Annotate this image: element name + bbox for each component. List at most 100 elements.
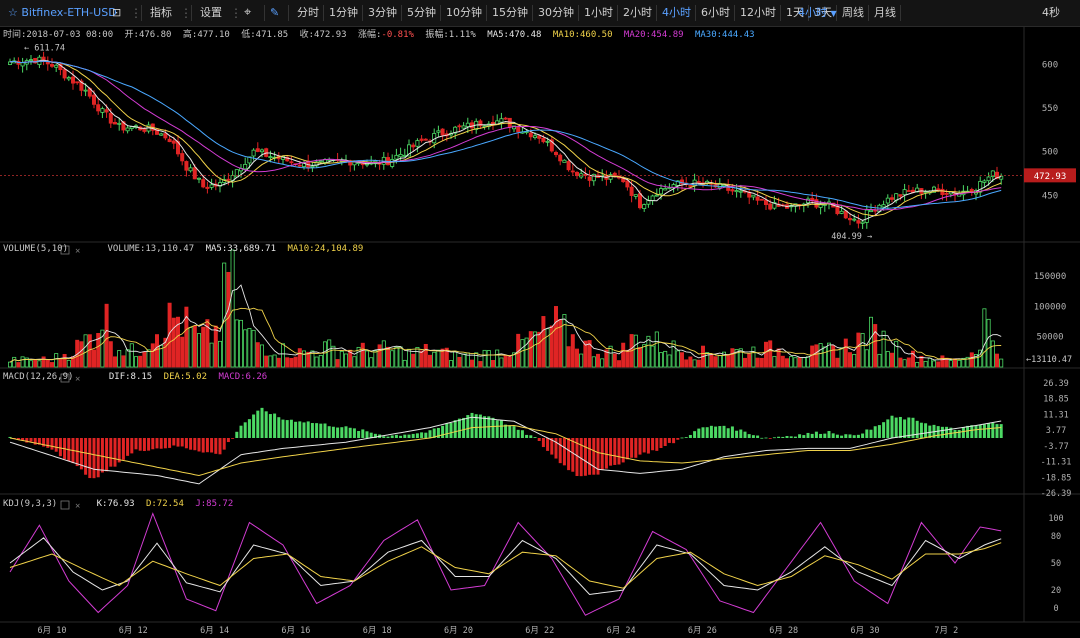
candle-body xyxy=(192,167,197,180)
candle-body xyxy=(982,180,987,183)
indicators-button[interactable]: 指标 xyxy=(150,6,172,19)
macd-bar xyxy=(205,438,209,453)
macd-bar xyxy=(751,435,755,438)
crosshair-icon[interactable]: ⌖ xyxy=(244,5,252,20)
macd-bar xyxy=(46,438,50,448)
interval-tab-7[interactable]: 1小时 xyxy=(584,6,613,19)
macd-bar xyxy=(399,435,403,438)
volume-bar xyxy=(133,356,138,368)
candle-body xyxy=(461,125,466,129)
volume-bar xyxy=(205,319,210,368)
macd-bar xyxy=(554,438,558,459)
panel-close-icon[interactable]: × xyxy=(75,247,80,257)
panel-close-icon[interactable]: × xyxy=(75,502,80,512)
interval-tab-2[interactable]: 3分钟 xyxy=(368,6,397,19)
symbol-selector[interactable]: ☆ Bitfinex-ETH-USD xyxy=(8,3,117,23)
kdj-tick-label: 20 xyxy=(1051,586,1061,596)
candle-body xyxy=(465,122,470,127)
macd-bar xyxy=(630,438,634,458)
indicators-more-icon[interactable]: ⋮ xyxy=(180,6,192,20)
volume-bar xyxy=(562,314,567,368)
volume-bar xyxy=(722,351,727,368)
macd-bar xyxy=(155,438,159,449)
volume-bar xyxy=(16,362,21,368)
interval-tab-9[interactable]: 4小时 xyxy=(662,6,691,19)
macd-bar xyxy=(945,426,949,438)
volume-bar xyxy=(570,334,575,368)
candle-body xyxy=(512,125,517,130)
volume-bar xyxy=(999,358,1004,368)
volume-bar xyxy=(154,334,159,368)
macd-bar xyxy=(100,438,104,473)
macd-bar xyxy=(453,420,457,438)
interval-tab-11[interactable]: 12小时 xyxy=(740,6,776,19)
interval-tab-13[interactable]: 3天 xyxy=(814,6,832,19)
candle-body xyxy=(688,184,693,187)
volume-bar xyxy=(801,357,806,368)
macd-bar xyxy=(709,425,713,438)
macd-bar xyxy=(113,438,117,467)
candle-body xyxy=(499,118,504,123)
more-icon[interactable]: ⋮ xyxy=(130,6,142,20)
interval-tab-15[interactable]: 月线 xyxy=(874,6,896,19)
macd-bar xyxy=(617,438,621,465)
interval-tab-3[interactable]: 5分钟 xyxy=(407,6,436,19)
volume-bar xyxy=(684,359,689,368)
volume-bar xyxy=(100,329,105,368)
volume-bar xyxy=(58,358,63,368)
macd-bar xyxy=(344,426,348,438)
chart-area[interactable]: 472.93 ← 611.74 404.99 → ←13110.47 600 550 5… xyxy=(0,27,1080,638)
volume-bar xyxy=(675,350,680,368)
volume-bar xyxy=(201,326,206,368)
interval-tab-12[interactable]: 1天 xyxy=(786,6,804,19)
panel-settings-icon[interactable] xyxy=(60,500,70,510)
macd-tick-label: -26.39 xyxy=(1041,489,1072,499)
interval-dropdown[interactable]: 4小时 ▼ xyxy=(795,3,840,23)
star-icon[interactable]: ☆ xyxy=(8,6,18,19)
candle-body xyxy=(516,126,521,133)
candle-body xyxy=(79,80,84,91)
chevron-down-icon: ▼ xyxy=(830,9,837,18)
draw-pen-icon[interactable]: ✎ xyxy=(270,6,280,19)
volume-bar xyxy=(608,345,613,368)
interval-tab-0[interactable]: 分时 xyxy=(297,6,319,19)
volume-value: VOLUME:13,110.47 xyxy=(107,244,194,254)
panel-close-icon[interactable]: × xyxy=(75,375,80,385)
volume-bar xyxy=(948,360,953,368)
interval-tab-14[interactable]: 周线 xyxy=(842,6,864,19)
interval-tab-10[interactable]: 6小时 xyxy=(701,6,730,19)
candle-body xyxy=(554,152,559,156)
macd-bar xyxy=(323,423,327,438)
panel-settings-icon[interactable] xyxy=(60,373,70,383)
macd-bar xyxy=(243,422,247,438)
macd-dea: DEA:5.02 xyxy=(164,372,207,382)
macd-bar xyxy=(877,425,881,438)
panel-settings-icon[interactable] xyxy=(60,245,70,255)
volume-bar xyxy=(625,349,630,368)
candle-body xyxy=(482,125,487,128)
volume-bar xyxy=(696,359,701,368)
macd-bar xyxy=(386,436,390,438)
interval-tab-4[interactable]: 10分钟 xyxy=(446,6,482,19)
expand-icon[interactable]: ⊡ xyxy=(112,6,122,19)
info-change-value: -0.81% xyxy=(381,30,414,40)
volume-bar xyxy=(423,343,428,368)
interval-tab-6[interactable]: 30分钟 xyxy=(538,6,574,19)
macd-bar xyxy=(831,433,835,438)
volume-bar xyxy=(289,357,294,368)
interval-tab-5[interactable]: 15分钟 xyxy=(492,6,528,19)
interval-tab-1[interactable]: 1分钟 xyxy=(329,6,358,19)
settings-more-icon[interactable]: ⋮ xyxy=(230,6,242,20)
macd-bar xyxy=(529,435,533,438)
volume-bar xyxy=(986,318,991,368)
macd-bar xyxy=(336,427,340,438)
settings-button[interactable]: 设置 xyxy=(200,6,222,19)
volume-bar xyxy=(352,356,357,368)
volume-bar xyxy=(41,356,46,368)
interval-tab-8[interactable]: 2小时 xyxy=(623,6,652,19)
macd-bar xyxy=(310,423,314,438)
volume-bar xyxy=(688,356,693,368)
macd-bar xyxy=(252,414,256,438)
macd-bar xyxy=(268,414,272,438)
macd-bar xyxy=(189,438,193,450)
